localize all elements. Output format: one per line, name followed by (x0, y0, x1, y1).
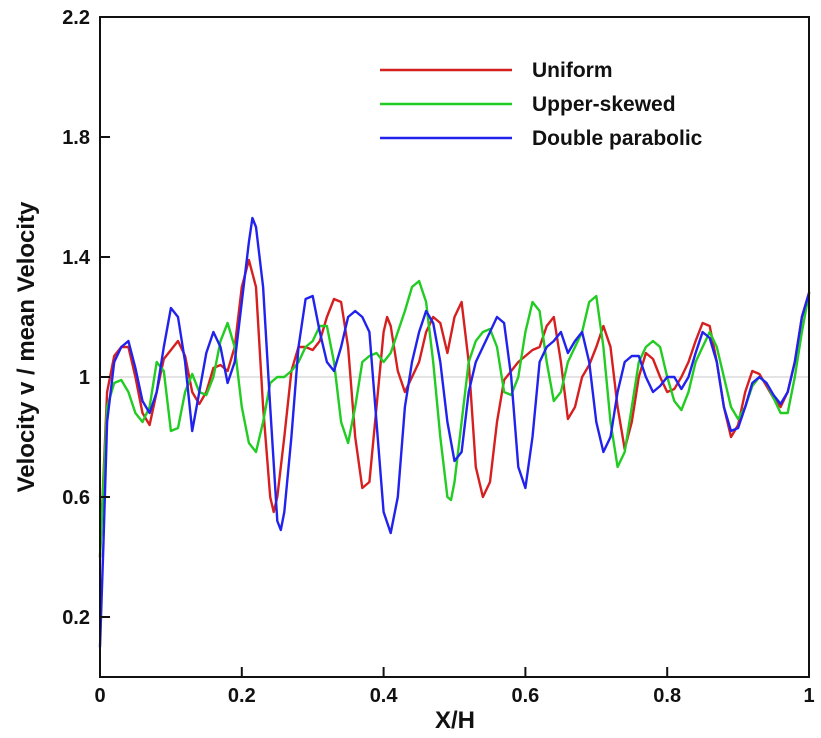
legend-label-3: Double parabolic (532, 127, 703, 150)
series-line-3 (98, 216, 811, 649)
y-tick-label: 0.6 (62, 487, 90, 509)
y-tick-label: 1.4 (62, 247, 91, 269)
y-axis: 0.2 0.6 1 1.4 1.8 2.2 (62, 7, 110, 629)
legend-label-1: Uniform (532, 59, 613, 82)
x-tick-label: 0.6 (511, 685, 539, 707)
x-tick-label: 0.2 (228, 685, 256, 707)
y-tick-label: 0.2 (62, 607, 90, 629)
y-tick-label: 1.8 (62, 127, 90, 149)
y-tick-label: 1 (79, 367, 90, 389)
x-tick-label: 1 (803, 685, 814, 707)
legend: Uniform Upper-skewed Double parabolic (380, 59, 703, 150)
plot-frame (99, 16, 810, 678)
x-tick-label: 0.4 (370, 685, 399, 707)
legend-label-2: Upper-skewed (532, 93, 676, 116)
y-axis-title: Velocity v / mean Velocity (13, 201, 40, 492)
x-tick-label: 0 (94, 685, 105, 707)
y-tick-label: 2.2 (62, 7, 90, 29)
x-axis-title: X/H (435, 707, 475, 734)
series-line-1 (98, 258, 811, 559)
series-layer (98, 216, 811, 649)
x-axis: 0 0.2 0.4 0.6 0.8 1 (94, 667, 815, 707)
x-tick-label: 0.8 (653, 685, 681, 707)
